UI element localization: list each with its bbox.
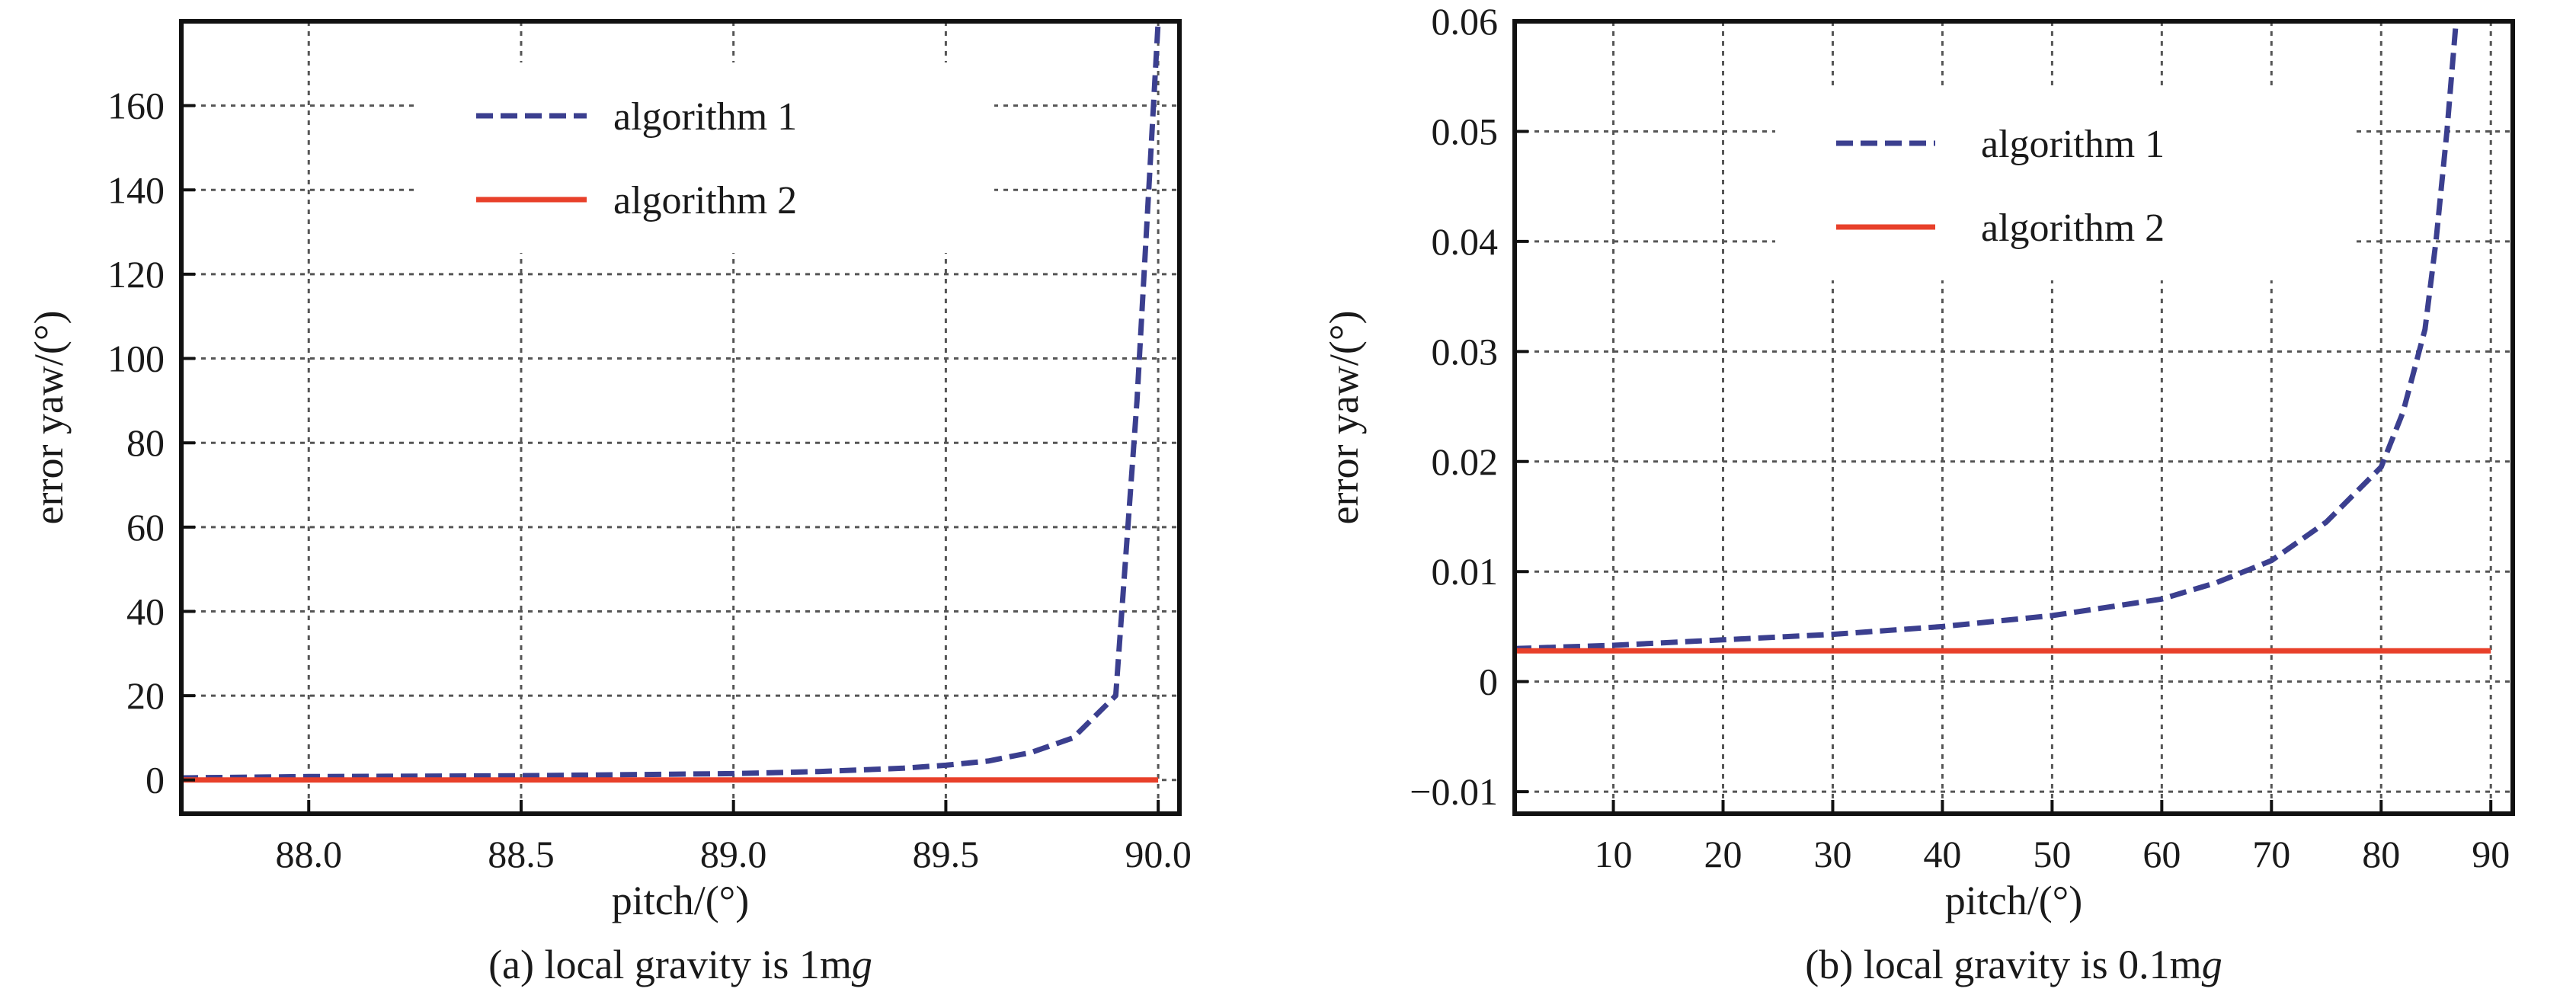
x-axis-label: pitch/(°) xyxy=(1945,878,2083,923)
plot-frame xyxy=(1512,19,2515,816)
x-tick-label: 20 xyxy=(1704,833,1742,875)
legend-label-1: algorithm 1 xyxy=(613,95,797,139)
caption-italic: g xyxy=(852,942,872,987)
y-tick-label: 0.02 xyxy=(1432,440,1499,483)
y-tick-label: 160 xyxy=(107,85,165,127)
x-tick-label: 88.5 xyxy=(488,833,555,875)
y-tick-label: 0.03 xyxy=(1432,330,1499,373)
x-axis-label: pitch/(°) xyxy=(612,878,750,923)
chart-panel-1: 88.0 88.5 89.0 89.5 90.0 0 20 40 60 80 100 120 140 16… xyxy=(26,19,1192,987)
x-tick-label: 10 xyxy=(1595,833,1633,875)
y-tick-label: 20 xyxy=(126,674,165,717)
y-tick-label: 0.06 xyxy=(1432,0,1499,43)
x-tick-label: 89.0 xyxy=(700,833,767,875)
x-tick-label: 40 xyxy=(1923,833,1961,875)
y-tick-label: 0.01 xyxy=(1432,550,1499,593)
series-line-1 xyxy=(181,21,1161,781)
x-tick-label: 90 xyxy=(2472,833,2510,875)
x-tick-label: 30 xyxy=(1813,833,1851,875)
y-tick-label: −0.01 xyxy=(1410,770,1498,813)
panel-caption: (b) local gravity is 0.1mg xyxy=(1805,942,2222,987)
y-tick-label: 0.04 xyxy=(1432,220,1499,263)
y-tick-label: 0 xyxy=(146,759,165,801)
x-tick-label: 80 xyxy=(2362,833,2400,875)
y-tick-label: 60 xyxy=(126,506,165,549)
x-tick-label: 70 xyxy=(2252,833,2290,875)
y-axis-label: error yaw/(°) xyxy=(26,311,72,525)
chart-panel-2: 10 20 30 40 50 60 70 80 90 −0.01 0 0.01 0.02 0.03 0.04… xyxy=(1321,0,2515,987)
legend-label-2: algorithm 2 xyxy=(1981,206,2165,250)
panel-caption: (a) local gravity is 1mg xyxy=(488,942,872,987)
x-tick-label: 89.5 xyxy=(913,833,980,875)
y-tick-label: 100 xyxy=(107,338,165,380)
plot-frame xyxy=(179,19,1182,816)
x-tick-label: 60 xyxy=(2142,833,2181,875)
y-axis-label: error yaw/(°) xyxy=(1321,311,1367,525)
series-line-1 xyxy=(1515,21,2459,651)
legend-background xyxy=(415,62,994,253)
y-tick-label: 0 xyxy=(1479,661,1498,703)
caption-italic: g xyxy=(2202,942,2222,987)
x-tick-label: 50 xyxy=(2033,833,2071,875)
y-tick-label: 0.05 xyxy=(1432,110,1499,152)
x-tick-label: 90.0 xyxy=(1125,833,1192,875)
y-tick-label: 40 xyxy=(126,590,165,632)
x-tick-label: 88.0 xyxy=(275,833,342,875)
y-tick-label: 120 xyxy=(107,253,165,296)
legend-label-2: algorithm 2 xyxy=(613,179,797,222)
y-tick-label: 80 xyxy=(126,421,165,464)
legend-background xyxy=(1775,90,2354,280)
legend-label-1: algorithm 1 xyxy=(1981,123,2165,166)
y-tick-label: 140 xyxy=(107,168,165,211)
